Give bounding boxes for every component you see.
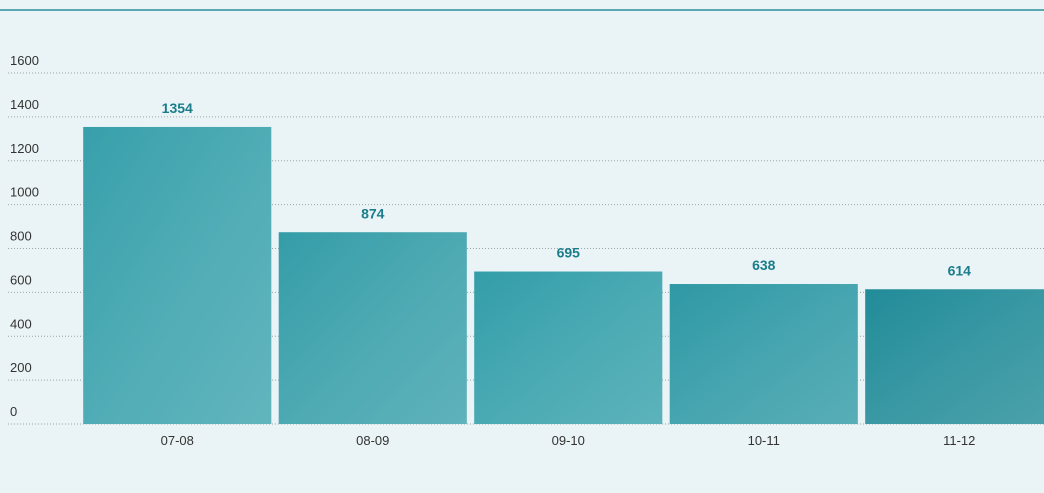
x-tick-label: 10-11 (748, 433, 780, 448)
bar-sheen (278, 232, 467, 424)
plot: 0 200 400 600 800 1000 1200 1400 1600 1354 07-08 87… (8, 53, 1044, 448)
y-tick-label: 0 (10, 404, 17, 419)
bar-sheen (474, 271, 663, 424)
y-tick-label: 1600 (10, 53, 39, 68)
bar-sheen (865, 289, 1044, 424)
x-tick-label: 11-12 (943, 433, 975, 448)
y-tick-label: 400 (10, 316, 32, 331)
x-tick-label: 07-08 (161, 433, 194, 448)
y-tick-label: 600 (10, 272, 32, 287)
bar-sheen (83, 126, 272, 424)
x-tick-label: 08-09 (356, 433, 389, 448)
value-label: 874 (361, 205, 385, 221)
y-tick-label: 200 (10, 360, 32, 375)
y-tick-label: 1000 (10, 185, 39, 200)
value-label: 695 (557, 245, 581, 261)
value-label: 1354 (162, 100, 193, 116)
y-tick-label: 1400 (10, 97, 39, 112)
x-tick-label: 09-10 (552, 433, 585, 448)
value-label: 638 (752, 257, 776, 273)
y-tick-label: 800 (10, 229, 32, 244)
bar-sheen (669, 284, 858, 424)
value-label: 614 (948, 262, 972, 278)
y-tick-label: 1200 (10, 141, 39, 156)
